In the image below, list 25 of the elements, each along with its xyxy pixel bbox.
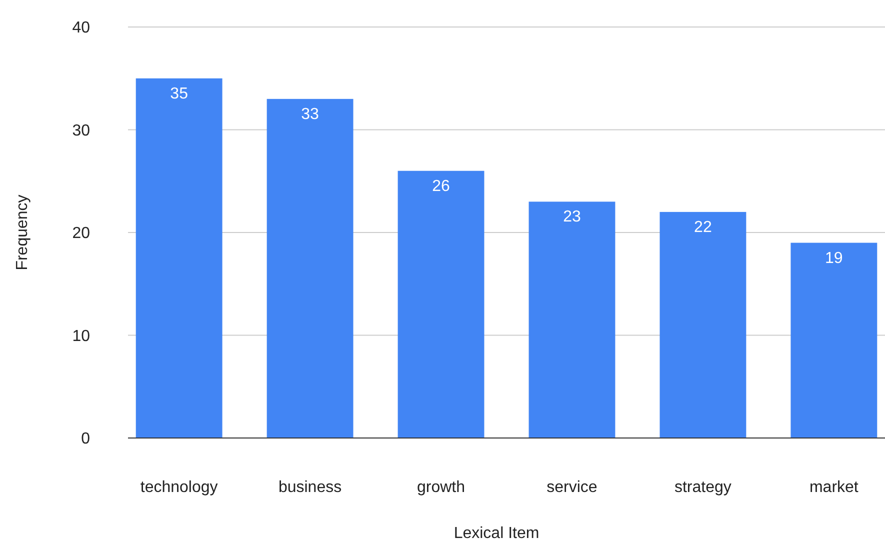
- data-label: 23: [563, 208, 581, 226]
- x-tick-label: business: [278, 479, 342, 496]
- bar: [398, 170, 484, 438]
- data-label: 35: [170, 85, 188, 102]
- y-tick-label: 20: [72, 225, 90, 242]
- data-label: 22: [694, 218, 712, 236]
- x-tick-label: growth: [417, 479, 466, 496]
- bar: [266, 98, 354, 438]
- y-tick-label: 10: [72, 328, 90, 345]
- bar: [790, 242, 878, 438]
- y-tick-label: 30: [72, 122, 90, 140]
- x-tick-label: service: [546, 479, 598, 496]
- bar: [660, 212, 746, 438]
- data-label: 26: [432, 178, 450, 195]
- x-axis-title: Lexical Item: [454, 525, 540, 539]
- y-tick-label: 0: [81, 430, 90, 448]
- y-tick-label: 40: [72, 20, 90, 37]
- y-axis-title: Frequency: [14, 194, 31, 270]
- data-label: 33: [301, 106, 320, 123]
- data-label: 19: [825, 250, 843, 267]
- x-tick-label: strategy: [674, 479, 732, 496]
- x-tick-label: technology: [140, 479, 218, 496]
- x-tick-label: market: [809, 479, 859, 496]
- bar: [136, 78, 222, 438]
- bar: [528, 202, 616, 438]
